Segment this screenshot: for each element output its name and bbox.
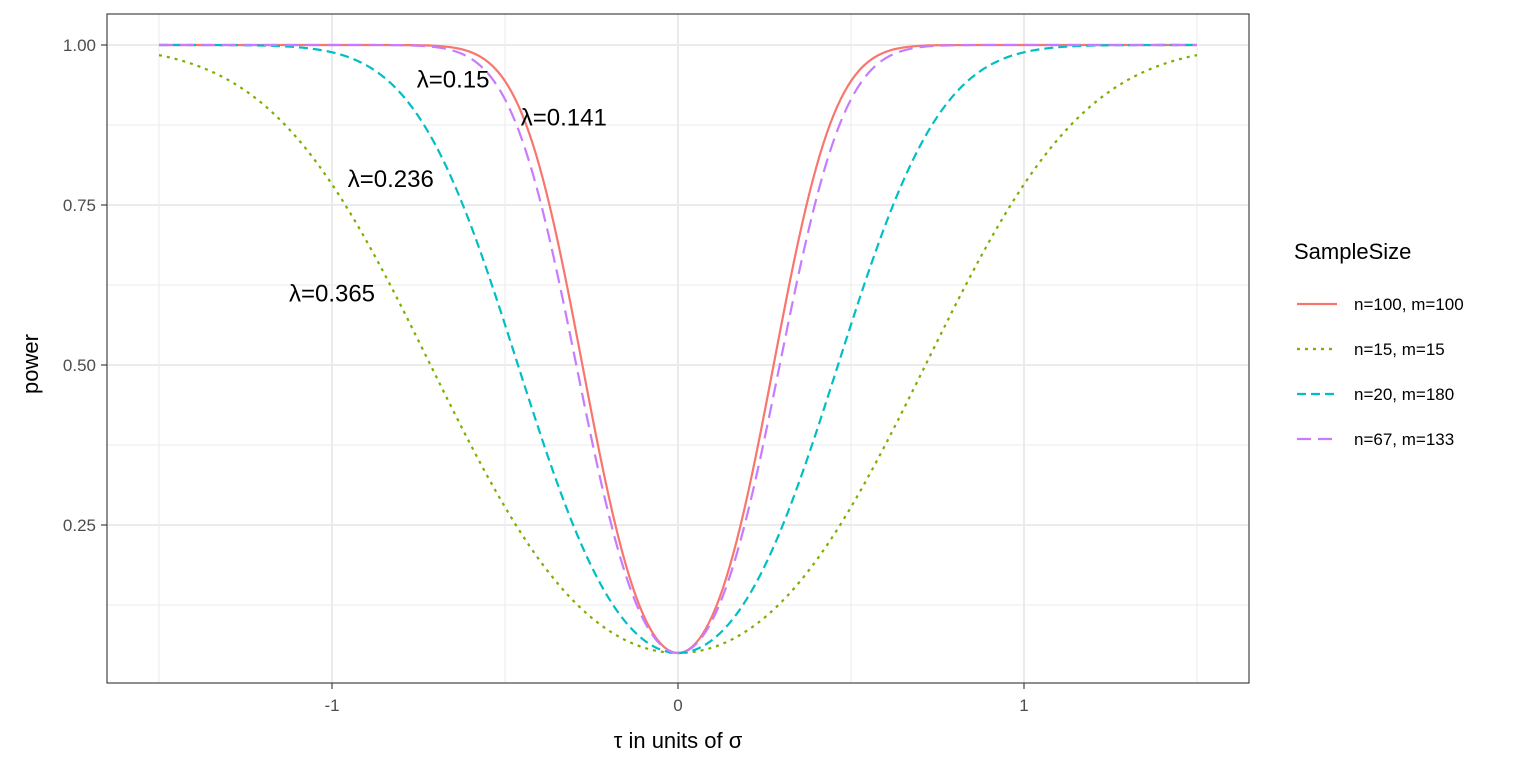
x-tick-label: 1: [1019, 696, 1028, 715]
x-tick-label: 0: [673, 696, 682, 715]
legend-title: SampleSize: [1294, 239, 1411, 264]
legend-label: n=100, m=100: [1354, 295, 1464, 314]
series-line: [159, 43, 1197, 655]
y-axis-ticks: 0.25 0.50 0.75 1.00: [63, 36, 107, 535]
y-tick-label: 0.75: [63, 196, 96, 215]
x-axis-title: τ in units of σ: [614, 728, 743, 753]
y-tick-label: 1.00: [63, 36, 96, 55]
lambda-annotations: λ=0.15 λ=0.141 λ=0.236 λ=0.365: [289, 67, 607, 308]
series-curves: [158, 43, 1198, 655]
legend: SampleSize n=100, m=100 n=15, m=15 n=20, m…: [1294, 239, 1464, 449]
legend-label: n=67, m=133: [1354, 430, 1454, 449]
lambda-annotation: λ=0.141: [521, 104, 607, 131]
lambda-annotation: λ=0.236: [348, 166, 434, 193]
legend-label: n=15, m=15: [1354, 340, 1445, 359]
x-axis-ticks: -1 0 1: [324, 683, 1029, 715]
y-tick-label: 0.25: [63, 516, 96, 535]
legend-label: n=20, m=180: [1354, 385, 1454, 404]
y-tick-label: 0.50: [63, 356, 96, 375]
lambda-annotation: λ=0.15: [417, 67, 490, 94]
x-tick-label: -1: [324, 696, 339, 715]
series-line: [159, 43, 1197, 655]
y-axis-title: power: [18, 334, 43, 394]
lambda-annotation: λ=0.365: [289, 280, 375, 307]
